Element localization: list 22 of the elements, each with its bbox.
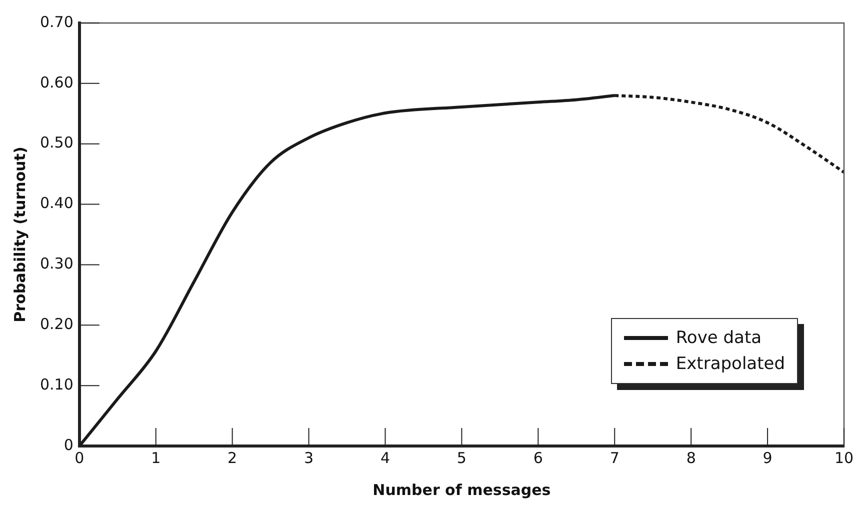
y-tick-label: 0.60 — [40, 73, 74, 92]
y-tick-label: 0.70 — [40, 12, 74, 31]
y-tick-label: 0.20 — [40, 315, 74, 334]
y-tick-label: 0 — [64, 436, 74, 454]
x-axis-title: Number of messages — [372, 480, 551, 499]
y-axis-title: Probability (turnout) — [10, 146, 29, 322]
x-tick-label: 10 — [834, 448, 854, 467]
legend-label: Rove data — [676, 327, 762, 350]
x-tick-label: 7 — [610, 448, 620, 467]
y-tick-label: 0.40 — [40, 194, 74, 212]
y-tick-label: 0.30 — [40, 254, 74, 273]
x-tick-label: 4 — [380, 448, 390, 467]
legend-label: Extrapolated — [676, 353, 785, 376]
y-tick-label: 0.10 — [40, 375, 74, 394]
x-tick-label: 6 — [533, 448, 543, 467]
x-tick-label: 9 — [762, 448, 772, 467]
x-tick-label: 8 — [686, 448, 696, 467]
y-tick-label: 0.50 — [40, 134, 74, 152]
x-tick-label: 2 — [228, 448, 238, 467]
x-tick-label: 1 — [151, 448, 161, 467]
x-tick-label: 3 — [304, 448, 314, 467]
x-tick-label: 5 — [456, 448, 466, 467]
